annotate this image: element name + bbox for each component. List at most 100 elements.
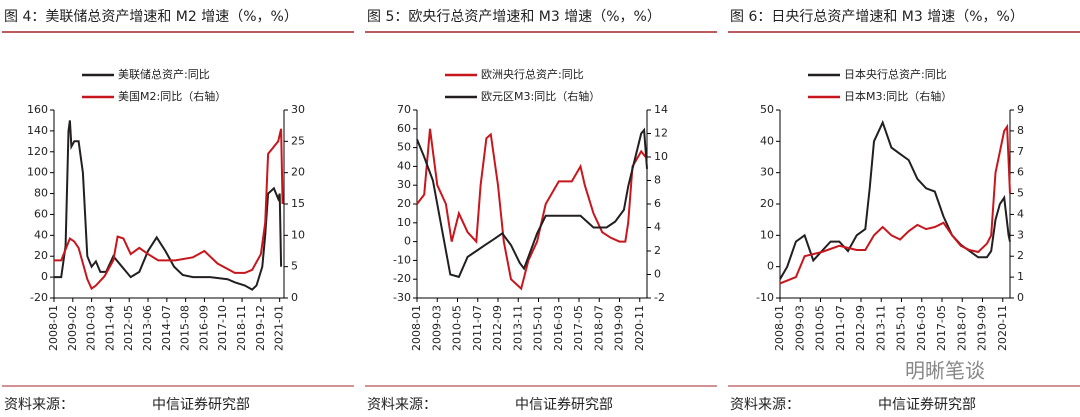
legend-label: 日本M3:同比（右轴） [844, 89, 952, 103]
x-tick-label: 2018-11 [235, 305, 248, 351]
y-tick-label: 20 [397, 197, 411, 210]
series-line [416, 128, 647, 291]
watermark: 明晰笔谈 [905, 359, 985, 383]
x-tick-label: 2019-12 [254, 305, 267, 351]
x-tick-label: 2021-01 [273, 305, 286, 351]
x-tick-label: 2012-09 [491, 305, 504, 351]
x-tick-label: 2013-11 [874, 305, 887, 351]
chart-title: 图 4：美联储总资产增速和 M2 增速（%，%） [4, 9, 298, 25]
y-tick-label: -20 [30, 291, 48, 304]
chart-title: 图 5：欧央行总资产增速和 M3 增速（%，%） [367, 9, 661, 25]
x-tick-label: 2015-08 [179, 305, 192, 351]
y2-tick-label: 6 [654, 197, 661, 210]
y-tick-label: 160 [27, 103, 48, 116]
x-tick-label: 2012-05 [122, 305, 135, 351]
x-tick-label: 2018-07 [955, 305, 968, 351]
series-line [779, 123, 1011, 285]
y2-tick-label: 30 [291, 103, 305, 116]
x-tick-label: 2012-09 [854, 305, 867, 351]
x-tick-label: 2019-09 [613, 305, 626, 351]
source-label: 资料来源： [367, 397, 437, 413]
y2-tick-label: 20 [291, 166, 305, 179]
y2-tick-label: 12 [654, 127, 668, 140]
y-tick-label: 50 [397, 141, 411, 154]
y-tick-label: 30 [397, 178, 411, 191]
legend-label: 美联储总资产:同比 [118, 67, 210, 81]
y-tick-label: 140 [27, 124, 48, 137]
x-tick-label: 2020-11 [996, 305, 1009, 351]
y-tick-label: 50 [760, 103, 774, 116]
x-tick-label: 2016-03 [915, 305, 928, 351]
x-tick-label: 2009-02 [66, 305, 79, 351]
x-tick-label: 2016-09 [197, 305, 210, 351]
y-tick-label: 80 [34, 187, 48, 200]
x-tick-label: 2013-06 [141, 305, 154, 351]
x-tick-label: 2011-07 [471, 305, 484, 351]
y2-tick-label: 7 [1017, 145, 1024, 158]
y-tick-label: 20 [760, 197, 774, 210]
y2-tick-label: 8 [1017, 124, 1024, 137]
y2-tick-label: 1 [1017, 270, 1024, 283]
y-tick-label: 30 [760, 166, 774, 179]
series-line [416, 127, 648, 279]
legend-label: 欧元区M3:同比（右轴） [481, 89, 600, 103]
y2-tick-label: 14 [654, 103, 668, 116]
x-tick-label: 2014-07 [160, 305, 173, 351]
y-tick-label: -10 [393, 253, 411, 266]
source: 中信证券研究部 [152, 397, 250, 413]
source: 中信证券研究部 [878, 397, 976, 413]
x-tick-label: 2011-07 [834, 305, 847, 351]
y2-tick-label: 10 [291, 228, 305, 241]
source-label: 资料来源： [4, 397, 74, 413]
y2-tick-label: 0 [654, 268, 661, 281]
y-tick-label: 40 [760, 134, 774, 147]
panel: 图 6：日央行总资产增速和 M3 增速（%，%） 资料来源： 中信证券研究部 -10 0… [728, 9, 1080, 413]
x-tick-label: 2017-05 [572, 305, 585, 351]
y2-tick-label: 2 [654, 244, 661, 257]
x-tick-label: 2011-04 [103, 305, 116, 351]
y-tick-label: 60 [397, 122, 411, 135]
y2-tick-label: 4 [1017, 207, 1024, 220]
x-tick-label: 2010-03 [85, 305, 98, 351]
y2-tick-label: 5 [291, 260, 298, 273]
y2-tick-label: -2 [654, 291, 665, 304]
x-tick-label: 2013-11 [511, 305, 524, 351]
y-tick-label: 120 [27, 145, 48, 158]
y-tick-label: 0 [41, 270, 48, 283]
x-tick-label: 2010-05 [814, 305, 827, 351]
y-tick-label: 100 [27, 166, 48, 179]
y-tick-label: 60 [34, 207, 48, 220]
x-tick-label: 2008-01 [47, 305, 60, 351]
series-line [54, 128, 284, 291]
y-tick-label: -30 [393, 291, 411, 304]
x-tick-label: 2016-03 [552, 305, 565, 351]
series-line [54, 120, 283, 291]
y2-tick-label: 2 [1017, 249, 1024, 262]
panel: 图 5：欧央行总资产增速和 M3 增速（%，%） 资料来源： 中信证券研究部 -30 -… [365, 9, 717, 413]
chart-title: 图 6：日央行总资产增速和 M3 增速（%，%） [730, 9, 1024, 25]
x-tick-label: 2018-07 [592, 305, 605, 351]
x-tick-label: 2010-05 [451, 305, 464, 351]
y2-tick-label: 0 [1017, 291, 1024, 304]
x-tick-label: 2019-09 [976, 305, 989, 351]
y2-tick-label: 25 [291, 134, 305, 147]
y-tick-label: -10 [756, 291, 774, 304]
y2-tick-label: 0 [291, 291, 298, 304]
x-tick-label: 2009-03 [793, 305, 806, 351]
legend-label: 美国M2:同比（右轴） [118, 89, 226, 103]
y2-tick-label: 8 [654, 174, 661, 187]
y2-tick-label: 3 [1017, 228, 1024, 241]
y2-tick-label: 5 [1017, 187, 1024, 200]
x-tick-label: 2009-03 [430, 305, 443, 351]
y2-tick-label: 15 [291, 197, 305, 210]
legend-label: 欧洲央行总资产:同比 [481, 67, 584, 81]
panel: 图 4：美联储总资产增速和 M2 增速（%，%） 资料来源： 中信证券研究部 -20 0… [2, 9, 354, 413]
source: 中信证券研究部 [515, 397, 613, 413]
y-tick-label: 40 [397, 159, 411, 172]
y-tick-label: 40 [34, 228, 48, 241]
y-tick-label: 0 [404, 235, 411, 248]
legend-label: 日本央行总资产:同比 [844, 67, 947, 81]
y2-tick-label: 10 [654, 150, 668, 163]
x-tick-label: 2017-05 [935, 305, 948, 351]
